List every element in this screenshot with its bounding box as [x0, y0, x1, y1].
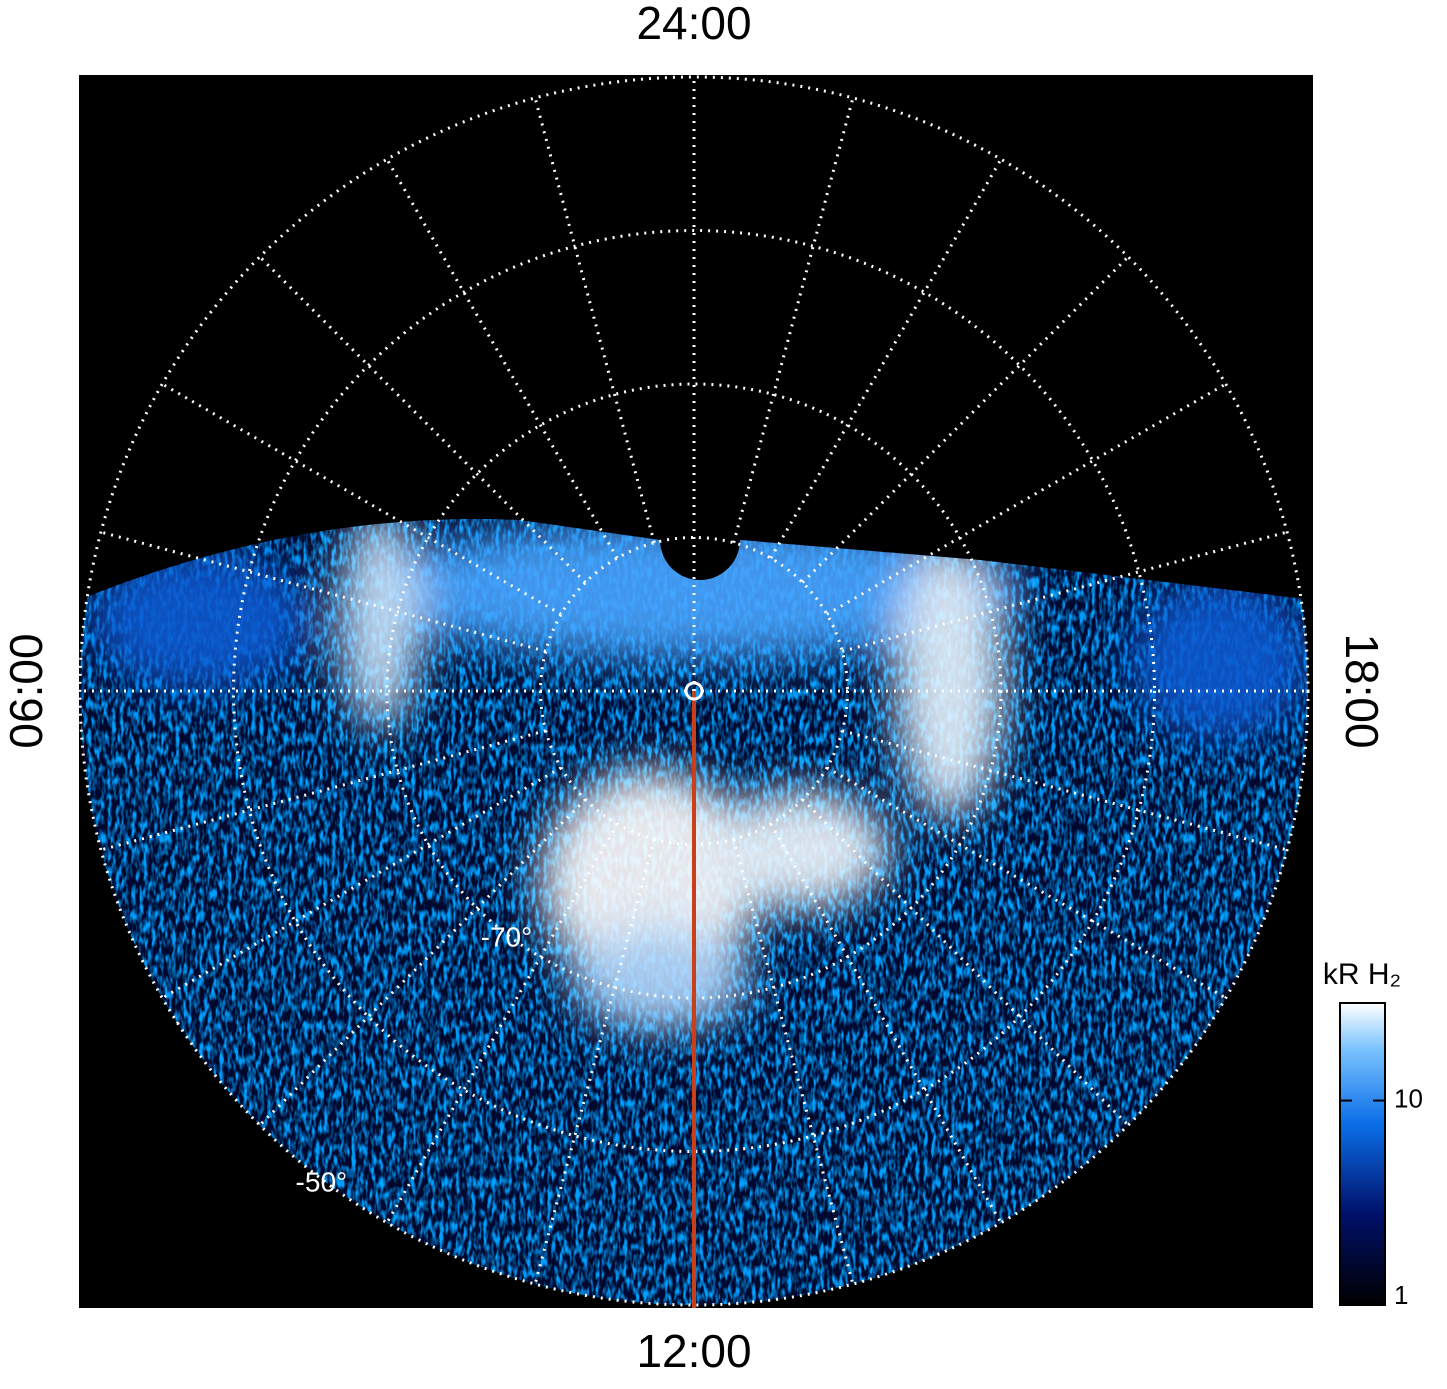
latitude-ring [78, 75, 1310, 1307]
colorbar-tick-label: 1 [1394, 1280, 1408, 1310]
latitude-ring [232, 229, 1156, 1153]
colorbar-label: kR H₂ [1323, 958, 1401, 991]
latitude-label: -50° [296, 1166, 348, 1197]
hour-label: 24:00 [636, 0, 751, 49]
colorbar [1339, 1002, 1386, 1306]
colorbar-tick-label: 10 [1394, 1083, 1423, 1113]
latitude-ring [385, 382, 1003, 1000]
hour-label: 06:00 [0, 633, 52, 748]
hour-label: 18:00 [1336, 633, 1388, 748]
pole-marker [684, 681, 704, 701]
hour-label: 12:00 [636, 1325, 751, 1377]
latitude-label: -70° [481, 922, 533, 953]
